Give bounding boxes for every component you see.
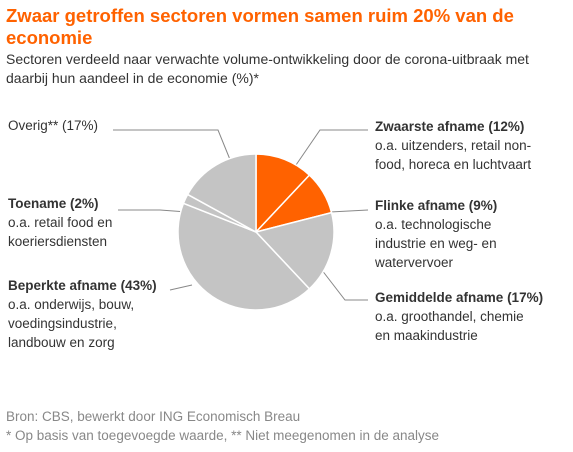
slice-description: watervervoer	[374, 255, 454, 270]
slice-label: Beperkte afname (43%)	[8, 278, 157, 293]
slice-description: en maakindustrie	[375, 328, 478, 343]
category-label: Zwaarste afname	[375, 119, 485, 134]
slice-description: o.a. retail food en	[8, 215, 112, 230]
slice-description: o.a. groothandel, chemie	[375, 309, 524, 324]
slice-description: o.a. technologische	[375, 217, 491, 232]
value-label: (2%)	[70, 196, 99, 211]
chart-title: Zwaar getroffen sectoren vormen samen ru…	[6, 5, 514, 48]
slice-label: Overig** (17%)	[8, 118, 98, 133]
leader-line	[169, 284, 193, 291]
leader-line	[113, 129, 232, 163]
category-label: Beperkte afname	[8, 278, 117, 293]
leader-line	[295, 129, 368, 166]
pie-slice	[254, 211, 335, 290]
leader-line	[317, 264, 368, 301]
slice-label: Toename (2%)	[8, 196, 99, 211]
value-label: (17%)	[62, 118, 98, 133]
slice-description: industrie en weg- en	[375, 236, 497, 251]
slice-label: Gemiddelde afname (17%)	[375, 290, 543, 305]
value-label: (43%)	[121, 278, 157, 293]
leader-line	[329, 209, 369, 213]
slice-description: koeriersdiensten	[8, 234, 107, 249]
category-label: Overig**	[8, 118, 59, 133]
slice-label: Flinke afname (9%)	[375, 198, 497, 213]
pie-slice	[186, 153, 257, 234]
category-label: Flinke afname	[375, 198, 466, 213]
slice-description: voedingsindustrie,	[8, 316, 117, 331]
pie-slice	[177, 202, 311, 311]
value-label: (17%)	[507, 290, 543, 305]
slice-description: o.a. uitzenders, retail non-	[375, 138, 531, 153]
note: * Op basis van toegevoegde waarde, ** Ni…	[6, 428, 440, 443]
slice-description: o.a. onderwijs, bouw,	[8, 297, 134, 312]
chart-subtitle: Sectoren verdeeld naar verwachte volume-…	[6, 51, 529, 86]
value-label: (9%)	[469, 198, 498, 213]
chart: Zwaarste afname (12%) o.a. uitzenders, re…	[8, 118, 543, 350]
category-label: Toename	[8, 196, 67, 211]
slice-description: food, horeca en luchtvaart	[375, 157, 531, 172]
value-label: (12%)	[488, 119, 524, 134]
source: Bron: CBS, bewerkt door ING Economisch B…	[6, 409, 301, 424]
category-label: Gemiddelde afname	[375, 290, 504, 305]
leader-line	[118, 209, 188, 213]
slice-description: landbouw en zorg	[8, 335, 115, 350]
slice-label: Zwaarste afname (12%)	[375, 119, 524, 134]
